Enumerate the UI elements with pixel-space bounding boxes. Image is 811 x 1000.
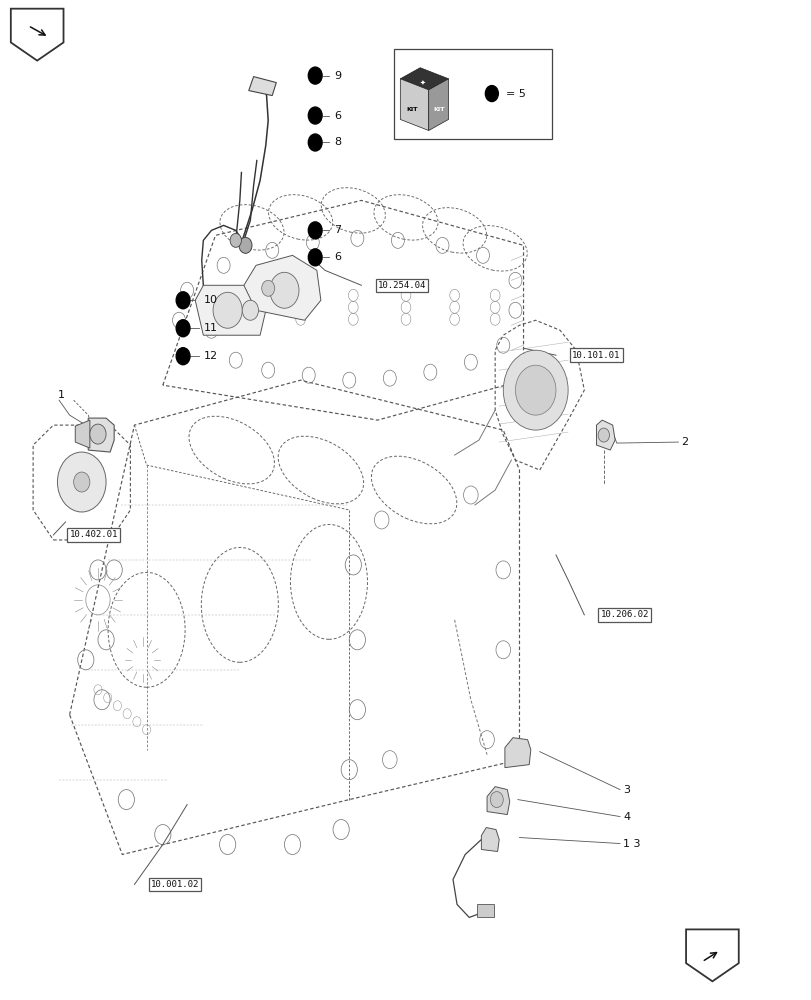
Text: 10.254.04: 10.254.04 (377, 281, 426, 290)
Polygon shape (88, 418, 114, 452)
Circle shape (308, 249, 322, 266)
Polygon shape (195, 285, 268, 335)
Polygon shape (400, 79, 428, 131)
Circle shape (242, 300, 258, 320)
Text: 1: 1 (58, 390, 65, 400)
Polygon shape (481, 828, 499, 852)
Polygon shape (75, 420, 90, 448)
Circle shape (58, 452, 106, 512)
Text: 2: 2 (680, 437, 688, 447)
Text: 8: 8 (333, 137, 341, 147)
Text: 9: 9 (333, 71, 341, 81)
Text: KIT: KIT (433, 107, 444, 112)
Circle shape (269, 272, 298, 308)
Circle shape (212, 292, 242, 328)
Polygon shape (504, 738, 530, 768)
Circle shape (230, 233, 241, 247)
Text: KIT: KIT (406, 107, 417, 112)
Circle shape (74, 472, 90, 492)
Polygon shape (477, 904, 493, 917)
Circle shape (308, 134, 322, 151)
Circle shape (503, 350, 568, 430)
Text: 11: 11 (204, 323, 218, 333)
Circle shape (485, 86, 498, 102)
Polygon shape (428, 79, 448, 131)
Text: 7: 7 (333, 225, 341, 235)
Text: 10: 10 (204, 295, 218, 305)
Polygon shape (248, 77, 276, 96)
Circle shape (515, 365, 556, 415)
Text: 10.001.02: 10.001.02 (151, 880, 199, 889)
Text: 4: 4 (623, 812, 629, 822)
Text: ✦: ✦ (419, 79, 426, 85)
Text: = 5: = 5 (506, 89, 526, 99)
Text: 3: 3 (623, 785, 629, 795)
Text: 10.402.01: 10.402.01 (70, 530, 118, 539)
Polygon shape (596, 420, 615, 450)
Polygon shape (400, 68, 448, 90)
Text: 6: 6 (333, 111, 341, 121)
Circle shape (308, 107, 322, 124)
Circle shape (176, 292, 190, 309)
Circle shape (308, 67, 322, 84)
Circle shape (90, 424, 106, 444)
Text: 10.101.01: 10.101.01 (572, 351, 620, 360)
Polygon shape (393, 49, 551, 139)
Text: 10.206.02: 10.206.02 (600, 610, 648, 619)
Circle shape (308, 222, 322, 239)
Text: 1 3: 1 3 (623, 839, 640, 849)
Polygon shape (243, 255, 320, 320)
Circle shape (598, 428, 609, 442)
Polygon shape (487, 787, 509, 815)
Circle shape (490, 792, 503, 808)
Circle shape (176, 320, 190, 337)
Circle shape (176, 348, 190, 365)
Text: 6: 6 (333, 252, 341, 262)
Circle shape (261, 280, 274, 296)
Text: 12: 12 (204, 351, 218, 361)
Circle shape (238, 237, 251, 253)
